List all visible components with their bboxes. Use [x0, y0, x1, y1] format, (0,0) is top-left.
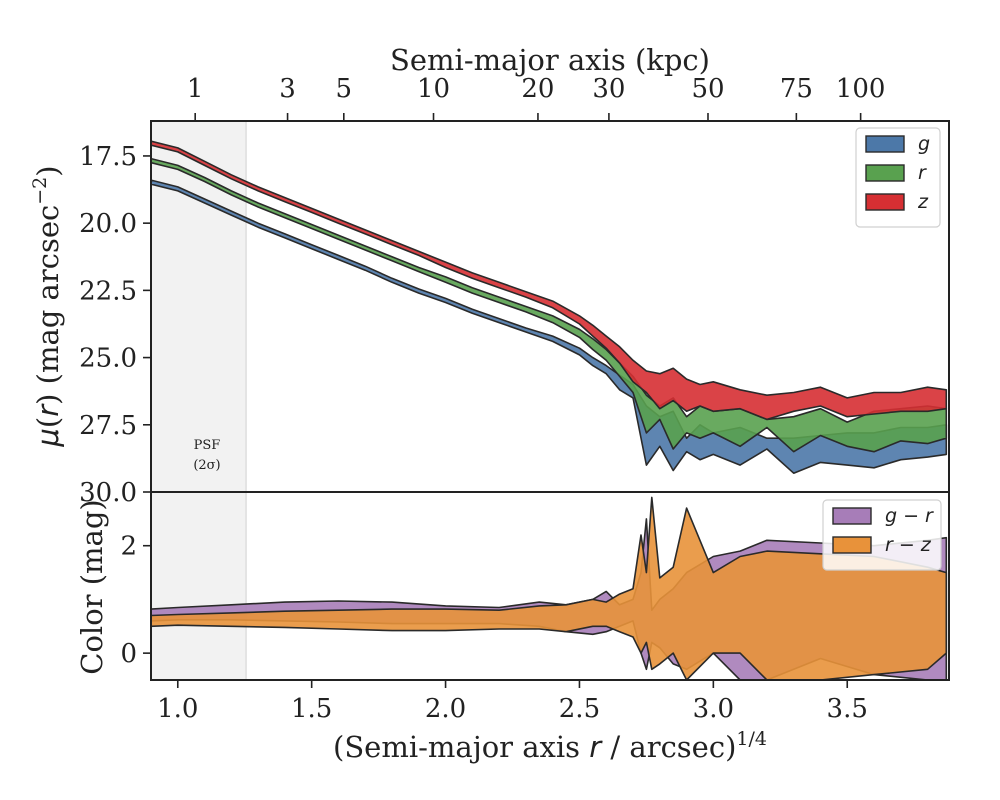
psf-label: PSF — [194, 438, 221, 453]
legend-swatch — [865, 193, 905, 211]
top-x-tick-label: 75 — [780, 74, 813, 104]
color-y-tick-label: 2 — [120, 532, 137, 562]
y-tick-label: 27.5 — [79, 411, 137, 441]
legend-label: r — [918, 162, 927, 184]
legend-top: grz — [855, 127, 941, 228]
y-tick-label: 25.0 — [79, 344, 137, 374]
y-tick-label: 17.5 — [79, 142, 137, 172]
top-x-tick-label: 100 — [836, 74, 886, 104]
x-tick-label: 2.0 — [425, 694, 466, 724]
bottom-panel-frame — [150, 491, 950, 681]
color-y-tick-label: 0 — [120, 639, 137, 669]
legend-swatch — [832, 536, 872, 554]
legend-bottom: g − r r − z — [822, 499, 942, 571]
legend-label: z — [917, 191, 929, 213]
y-tick-label: 22.5 — [79, 276, 137, 306]
y-axis-title-bottom: Color (mag) — [75, 499, 109, 674]
top-x-tick-label: 50 — [691, 74, 724, 104]
band-rz — [151, 496, 948, 680]
psf-region — [151, 121, 247, 680]
x-tick-label: 3.5 — [827, 694, 868, 724]
top-x-tick-label: 1 — [187, 74, 204, 104]
legend-label: g − r — [885, 505, 934, 527]
x-axis-title: (Semi-major axis r / arcsec)1/4 — [333, 728, 767, 764]
top-x-tick-label: 20 — [521, 74, 554, 104]
x-tick-label: 1.5 — [291, 694, 332, 724]
top-x-tick-label: 3 — [279, 74, 296, 104]
legend-swatch — [832, 507, 872, 525]
top-x-tick-label: 5 — [336, 74, 353, 104]
top-x-axis-title: Semi-major axis (kpc) — [390, 43, 710, 77]
y-tick-label: 20.0 — [79, 209, 137, 239]
top-x-tick-label: 30 — [592, 74, 625, 104]
band-z — [151, 140, 948, 421]
x-tick-label: 2.5 — [559, 694, 600, 724]
top-x-tick-label: 10 — [417, 74, 450, 104]
x-tick-label: 1.0 — [157, 694, 198, 724]
legend-swatch — [865, 164, 905, 182]
legend-label: g — [918, 133, 930, 155]
band-r — [151, 157, 948, 453]
y-axis-title-top: μ(r) (mag arcsec−2) — [29, 165, 65, 447]
x-tick-label: 3.0 — [693, 694, 734, 724]
psf-sigma-label: (2σ) — [193, 458, 220, 473]
legend-label: r − z — [885, 534, 932, 556]
y-tick-label: 30.0 — [79, 478, 137, 508]
legend-swatch — [865, 135, 905, 153]
